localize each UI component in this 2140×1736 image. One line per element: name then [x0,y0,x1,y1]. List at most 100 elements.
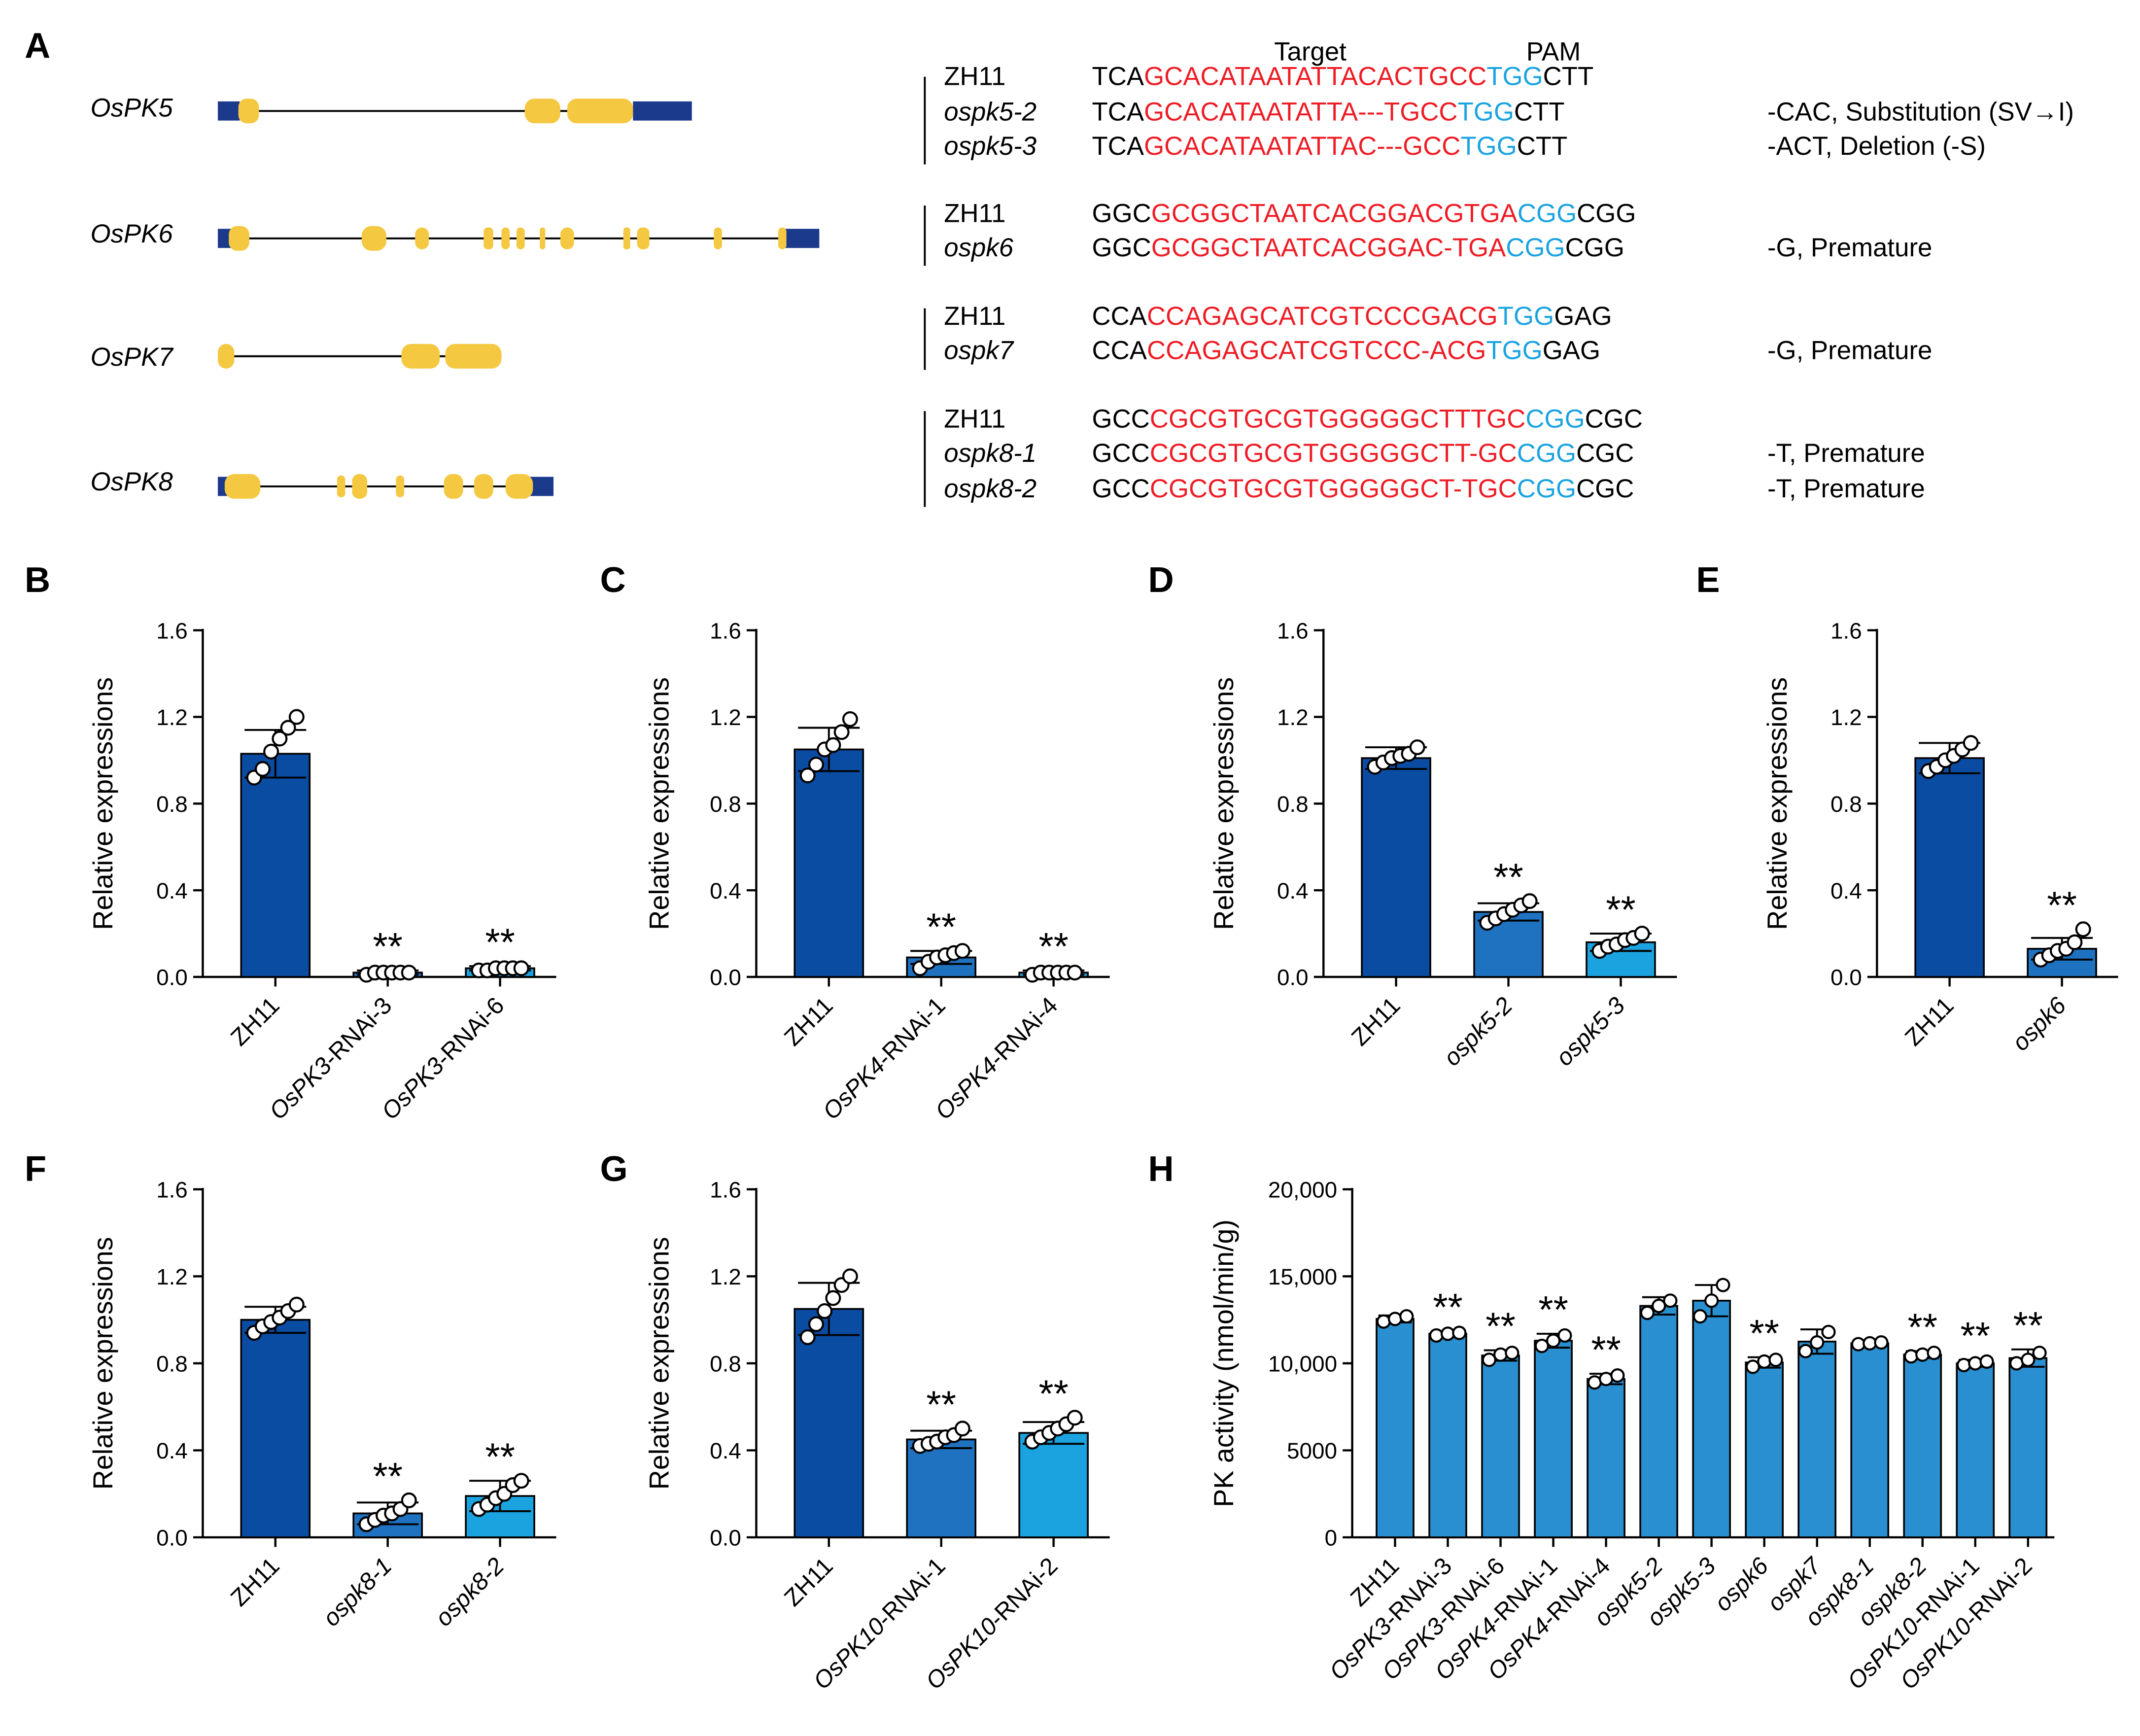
y-tick-label: 20,000 [1268,1177,1337,1203]
flank-5: GCC [1092,439,1150,468]
data-point [1745,1359,1760,1374]
y-tick-label: 1.6 [156,1177,188,1203]
y-tick-label: 0.4 [156,878,188,903]
exon-block [401,344,440,369]
significance-marker: ** [1907,1306,1937,1349]
data-point [808,757,824,773]
charts: B 0.0 0.4 0.8 1.2 1.6 Relative expressions ZH11… [25,560,2118,1695]
panel-b: B 0.0 0.4 0.8 1.2 1.6 Relative expressions ZH11… [25,560,556,1125]
y-axis-label: Relative expressions [644,1237,675,1490]
y-tick-label: 0.8 [1830,791,1862,817]
y-tick-label: 10,000 [1268,1351,1337,1377]
y-axis-label: Relative expressions [1208,677,1239,930]
target-seq: CCAGAGCATCGTCCCGACG [1147,302,1498,331]
data-point [1798,1344,1813,1358]
y-tick-label: 1.2 [1277,704,1309,730]
flank-3: CGG [1577,199,1636,228]
data-point [288,1296,305,1313]
sequence-row: ZH11 GCCCGCGTGCGTGGGGGCTTTGCCGGCGC [944,404,1643,433]
y-tick-label: 1.6 [156,618,188,643]
sequence-row: ospk5-2 TCAGCACATAATATTA---TGCCTGGCTT -CAC… [944,98,2074,127]
x-tick-label: ospk5-2 [1439,992,1518,1072]
line-name: ospk5-3 [944,132,1036,161]
exon-block [567,99,633,124]
y-tick-label: 0.4 [710,1438,741,1463]
data-point [825,1290,841,1306]
data-point [401,1492,417,1508]
exon-block [352,474,367,499]
mutation-note: -G, Premature [1767,233,1932,262]
data-point [1979,1354,1994,1369]
data-point [825,737,841,753]
bar [240,1319,311,1538]
data-point [1505,1346,1519,1360]
panel-label: F [25,1149,46,1189]
flank-3: CGC [1576,439,1634,468]
data-point [1851,1337,1866,1352]
gene-structures [217,99,820,499]
flank-5: CCA [1092,336,1147,365]
significance-marker: ** [1493,856,1523,899]
data-point [2067,934,2083,950]
mutation-note: -T, Premature [1767,474,1925,503]
data-point [1493,1347,1508,1362]
data-point [1482,1353,1496,1367]
bar [794,748,864,978]
sequence-row: ospk8-1 GCCCGCGTGCGTGGGGGCTT-GCCGGCGC -T, … [944,439,1925,468]
sequence-row: ospk6 GGCGCGGCTAATCACGGAC-TGACGGCGG -G, Pr… [944,233,1932,262]
exon-block [505,474,533,499]
flank-5: TCA [1092,132,1144,161]
data-point [513,960,529,976]
flank-3: CGC [1585,404,1643,433]
sequence-row: ospk7 CCACCAGAGCATCGTCCC-ACGTGGGAG -G, Pre… [944,336,1932,365]
gene-structure-ospk5 [217,99,692,124]
data-point [1599,1372,1614,1387]
exon-block [540,227,546,249]
data-point [1429,1328,1444,1343]
dna-sequence: CCACCAGAGCATCGTCCC-ACGTGGGAG [1092,336,1601,365]
y-axis-label: PK activity (nmol/min/g) [1208,1219,1239,1507]
flank-5: GCC [1092,404,1150,433]
exon-block [337,475,345,498]
target-seq: CGCGTGCGTGGGGGCT-TGC [1150,474,1517,503]
data-point [1557,1328,1572,1343]
data-point [1963,735,1979,751]
data-point [1956,1357,1971,1373]
data-point [1757,1354,1772,1369]
bar [1692,1300,1731,1538]
data-point [1376,1314,1391,1329]
x-tick-label: ZH11 [226,992,285,1051]
significance-marker: ** [926,1384,956,1426]
sequence-row: ZH11 TCAGCACATAATATTACACTGCCTGGCTT [944,62,1593,91]
significance-marker: ** [1538,1289,1568,1331]
significance-marker: ** [1038,1373,1069,1415]
exon-block [524,99,560,124]
exon-block [217,344,235,369]
mutation-note: -ACT, Deletion (-S) [1767,132,1986,161]
x-tick-label: ZH11 [1346,992,1406,1051]
bar [1914,757,1985,978]
panel-label: H [1148,1149,1174,1189]
data-point [799,1329,816,1345]
sequence-row: ospk8-2 GCCCGCGTGCGTGGGGGCT-TGCCGGCGC -T, … [944,474,1925,503]
line-name: ospk8-1 [944,439,1036,468]
utr-block [217,101,240,121]
y-tick-label: 0.4 [710,878,741,903]
x-tick-label: ospk5-3 [1551,992,1630,1072]
data-point [1704,1293,1719,1308]
data-point [1587,1375,1602,1390]
data-point [2075,921,2091,937]
y-axis-label: Relative expressions [1762,677,1793,930]
mutation-note: -T, Premature [1767,439,1925,468]
y-tick-label: 1.2 [1830,704,1862,730]
pam-seq: CGG [1518,199,1577,228]
x-tick-label: ospk8-1 [318,1553,397,1632]
dna-sequence: GGCGCGGCTAATCACGGACGTGACGGCGG [1092,199,1636,228]
data-point [1768,1353,1783,1367]
bar [1956,1362,1995,1538]
utr-block [633,101,692,121]
data-point [280,720,296,736]
pam-seq: CGG [1517,439,1576,468]
exon-block [778,227,787,249]
